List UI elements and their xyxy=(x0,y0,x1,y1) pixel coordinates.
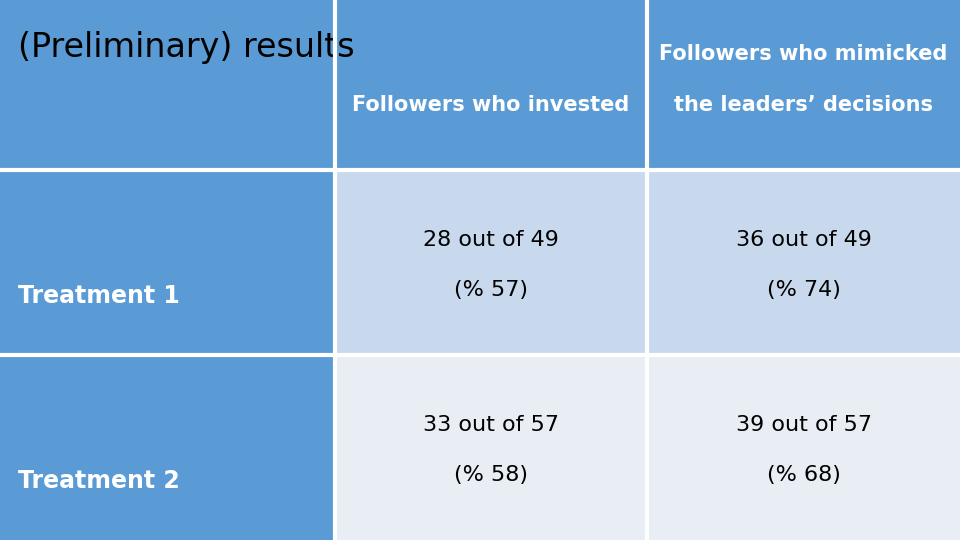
Text: Treatment 2: Treatment 2 xyxy=(18,469,180,493)
Text: 28 out of 49: 28 out of 49 xyxy=(423,230,559,251)
Text: 39 out of 57: 39 out of 57 xyxy=(735,415,872,435)
Text: (% 57): (% 57) xyxy=(454,280,528,300)
Bar xyxy=(335,355,647,540)
Text: Treatment 1: Treatment 1 xyxy=(18,284,180,308)
Bar xyxy=(647,355,960,540)
Bar xyxy=(647,0,960,170)
Bar xyxy=(0,170,335,355)
Text: (% 58): (% 58) xyxy=(454,465,528,485)
Text: (% 74): (% 74) xyxy=(767,280,840,300)
Bar xyxy=(335,0,647,170)
Text: 36 out of 49: 36 out of 49 xyxy=(735,230,872,251)
Text: (% 68): (% 68) xyxy=(767,465,840,485)
Bar xyxy=(647,170,960,355)
Text: 33 out of 57: 33 out of 57 xyxy=(423,415,559,435)
Bar xyxy=(0,355,335,540)
Bar xyxy=(0,0,335,170)
Text: the leaders’ decisions: the leaders’ decisions xyxy=(674,96,933,116)
Text: (Preliminary) results: (Preliminary) results xyxy=(18,31,354,64)
Text: Followers who invested: Followers who invested xyxy=(352,96,630,116)
Bar xyxy=(335,170,647,355)
Text: Followers who mimicked: Followers who mimicked xyxy=(660,44,948,64)
